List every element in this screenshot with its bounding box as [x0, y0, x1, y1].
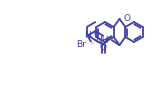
Text: Br: Br	[77, 40, 86, 49]
Text: ⁻: ⁻	[90, 40, 94, 49]
Text: +: +	[91, 30, 97, 36]
Text: NH: NH	[95, 36, 109, 45]
Text: O: O	[124, 14, 131, 23]
Text: O: O	[100, 43, 107, 52]
Text: N: N	[84, 31, 91, 40]
